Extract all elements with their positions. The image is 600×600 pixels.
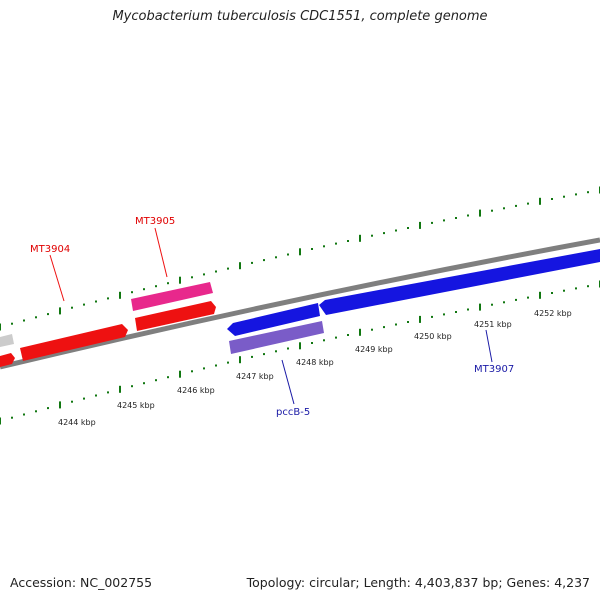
gene-mt3904[interactable] [20,324,128,361]
tick-label: 4245 kbp [117,401,155,410]
tick-label: 4249 kbp [355,345,393,354]
tick-label: 4248 kbp [296,358,334,367]
gene-left-edge[interactable] [0,353,15,367]
callout-mt3904 [49,254,65,302]
gene-label-mt3905[interactable]: MT3905 [135,216,175,227]
tick-label: 4244 kbp [58,418,96,427]
tick-labels: 4244 kbp 4245 kbp 4246 kbp 4247 kbp 4248… [58,309,572,427]
gene-label-mt3907[interactable]: MT3907 [474,364,514,375]
gene-labels: MT3904 MT3905 pccB-5 MT3907 [30,216,514,418]
gene-mt3905-highlight[interactable] [131,282,213,311]
forward-strand [0,282,216,367]
tick-label: 4246 kbp [177,386,215,395]
tick-label: 4252 kbp [534,309,572,318]
accession-text: Accession: NC_002755 [10,575,153,590]
genome-summary-text: Topology: circular; Length: 4,403,837 bp… [246,575,590,590]
gene-mt3907[interactable] [319,249,600,315]
gene-pccb-5-arrow[interactable] [227,303,320,336]
callout-mt3905 [154,227,168,278]
tick-label: 4251 kbp [474,320,512,329]
genome-backbone [0,237,600,370]
tick-label: 4247 kbp [236,372,274,381]
outer-ruler [0,186,600,331]
map-title: Mycobacterium tuberculosis CDC1551, comp… [112,9,488,24]
tick-label: 4250 kbp [414,332,452,341]
inner-ruler [0,280,600,425]
gene-mt3905[interactable] [135,301,216,331]
gene-label-mt3904[interactable]: MT3904 [30,244,70,255]
gene-pccb-5[interactable] [229,321,324,354]
reverse-strand [227,249,600,354]
gene-unknown[interactable] [0,334,14,347]
callout-mt3907 [485,329,493,363]
gene-label-pccb-5[interactable]: pccB-5 [276,407,310,418]
callout-pccb-5 [281,359,295,405]
